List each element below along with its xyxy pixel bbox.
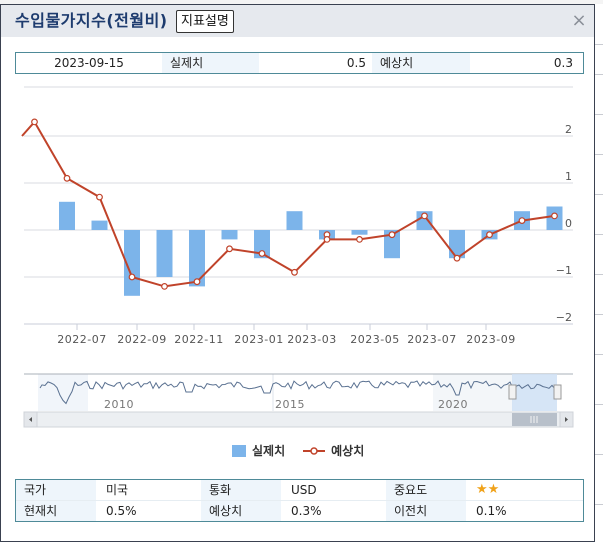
details-value: USD [291, 483, 317, 497]
details-label: 이전치 [386, 501, 466, 521]
chart-gridlines [24, 86, 573, 325]
forecast-point[interactable] [128, 273, 136, 281]
y-tick-label: 0 [565, 217, 572, 230]
actual-bar[interactable] [351, 230, 368, 235]
actual-bar[interactable] [416, 211, 433, 230]
navigator-year-label: 2015 [275, 398, 305, 411]
forecast-point[interactable] [161, 283, 168, 290]
actual-bar[interactable] [189, 230, 205, 287]
details-label: 통화 [201, 480, 281, 500]
navigator-handle[interactable] [508, 384, 517, 400]
actual-bar[interactable] [91, 220, 108, 230]
forecast-point[interactable] [486, 231, 493, 239]
forecast-point[interactable] [291, 268, 298, 276]
details-value: 미국 [106, 483, 129, 497]
details-value: 0.5% [106, 504, 137, 518]
forecast-point[interactable] [258, 250, 266, 257]
forecast-point[interactable] [453, 254, 461, 262]
x-tick-label: 2023-01 [234, 333, 283, 346]
details-label: 예상치 [201, 501, 281, 521]
x-axis-labels: 2022-07 2022-09 2022-11 2023-01 2023-03 2023-… [57, 324, 515, 346]
actual-bar[interactable] [449, 230, 465, 259]
background-strip [0, 0, 603, 5]
legend-forecast-label: 예상치 [331, 444, 365, 458]
navigator-handle[interactable] [553, 384, 562, 400]
chart-legend: 실제치 예상치 [232, 442, 382, 459]
forecast-point[interactable] [31, 118, 38, 126]
details-label: 현재치 [16, 501, 96, 521]
forecast-point[interactable] [388, 231, 396, 239]
info-forecast-label: 예상치 [372, 53, 470, 73]
forecast-point[interactable] [356, 235, 363, 243]
actual-bars[interactable] [59, 201, 563, 296]
info-date: 2023-09-15 [54, 56, 124, 70]
forecast-point[interactable] [63, 174, 71, 182]
actual-bar[interactable] [124, 230, 140, 296]
forecast-point[interactable] [193, 278, 201, 286]
background-page-edge [595, 4, 603, 545]
x-tick-label: 2023-03 [287, 333, 336, 346]
details-value: 0.1% [476, 504, 507, 518]
main-chart[interactable]: −2 −1 0 1 2 2022-07 2022-09 2022-11 2023-01 2023… [0, 80, 595, 440]
close-icon[interactable]: × [571, 10, 587, 31]
x-tick-label: 2023-09 [466, 333, 515, 346]
actual-bar[interactable] [286, 211, 303, 230]
x-tick-label: 2022-09 [117, 333, 166, 346]
legend-item-forecast[interactable]: 예상치 [303, 442, 364, 459]
actual-bar[interactable] [384, 230, 400, 259]
legend-item-actual[interactable]: 실제치 [232, 442, 285, 459]
indicator-description-button[interactable]: 지표설명 [176, 10, 234, 33]
y-tick-label: 2 [565, 123, 572, 136]
y-axis-labels: −2 −1 0 1 2 [556, 123, 572, 324]
importance-stars-icon: ★★ [476, 482, 500, 497]
x-tick-label: 2023-07 [407, 333, 456, 346]
details-value: 0.3% [291, 504, 322, 518]
forecast-point[interactable] [421, 212, 428, 220]
y-tick-label: −1 [556, 264, 572, 277]
forecast-line[interactable] [21, 118, 558, 290]
dialog-header: 수입물가지수(전월비) 지표설명 × [1, 5, 594, 37]
y-tick-label: 1 [565, 170, 572, 183]
navigator-year-label: 2020 [438, 398, 468, 411]
forecast-point[interactable] [551, 212, 558, 220]
x-tick-label: 2023-05 [350, 333, 399, 346]
actual-bar[interactable] [59, 201, 75, 230]
hover-info-bar: 2023-09-15 실제치 0.5 예상치 0.3 [15, 52, 584, 74]
x-tick-label: 2022-11 [174, 333, 223, 346]
dialog-title: 수입물가지수(전월비) [15, 11, 168, 30]
details-label: 중요도 [386, 480, 466, 500]
forecast-point[interactable] [518, 217, 526, 225]
y-tick-label: −2 [556, 311, 572, 324]
navigator-series [39, 380, 559, 405]
actual-bar[interactable] [221, 230, 238, 240]
info-forecast-value: 0.3 [553, 56, 573, 70]
forecast-point[interactable] [226, 245, 233, 253]
info-actual-label: 실제치 [162, 53, 259, 73]
navigator-year-label: 2010 [104, 398, 134, 411]
bar-swatch-icon [232, 444, 246, 457]
line-marker-icon [303, 446, 326, 455]
x-tick-label: 2022-07 [57, 333, 106, 346]
indicator-details-table: 국가 미국 통화 USD 중요도 ★★ 현재치 0.5% 예상치 0.3% 이전… [15, 479, 584, 522]
details-row: 현재치 0.5% 예상치 0.3% 이전치 0.1% [16, 500, 583, 521]
forecast-point[interactable] [323, 235, 331, 243]
forecast-point[interactable] [96, 193, 103, 201]
details-row: 국가 미국 통화 USD 중요도 ★★ [16, 480, 583, 500]
details-label: 국가 [16, 480, 96, 500]
legend-actual-label: 실제치 [252, 444, 286, 458]
actual-bar[interactable] [254, 230, 270, 259]
actual-bar[interactable] [156, 230, 173, 277]
info-actual-value: 0.5 [346, 56, 366, 70]
range-navigator[interactable]: 2010 2015 2020 [23, 373, 574, 428]
